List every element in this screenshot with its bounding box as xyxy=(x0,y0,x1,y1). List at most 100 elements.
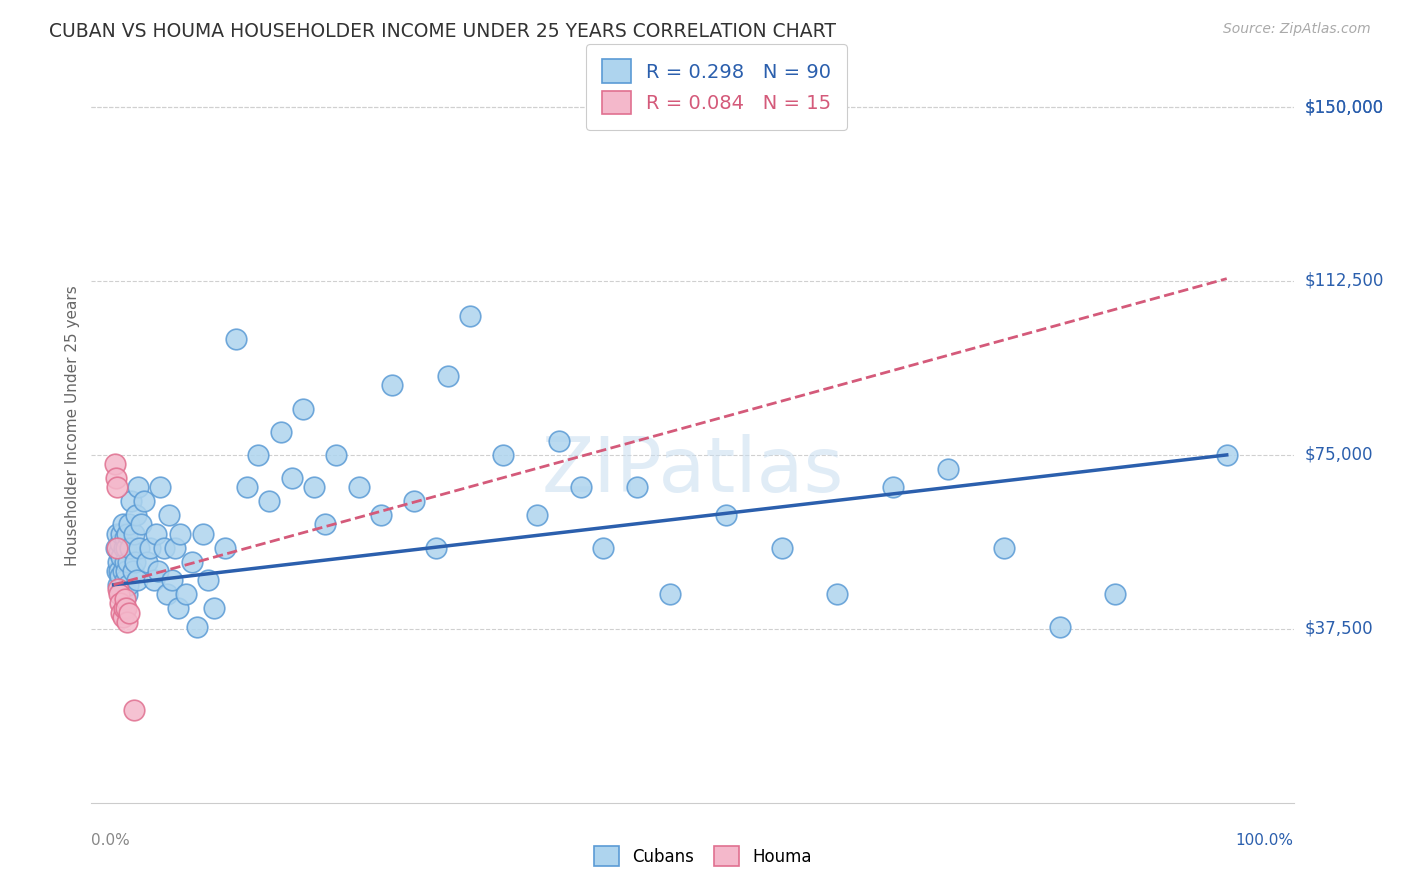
Legend: R = 0.298   N = 90, R = 0.084   N = 15: R = 0.298 N = 90, R = 0.084 N = 15 xyxy=(586,44,846,130)
Point xyxy=(492,448,515,462)
Point xyxy=(114,591,136,606)
Point xyxy=(105,564,128,578)
Point xyxy=(436,369,458,384)
Point xyxy=(169,526,191,541)
Point xyxy=(104,471,127,485)
Point xyxy=(139,541,162,555)
Point xyxy=(145,526,167,541)
Point xyxy=(592,541,614,555)
Point xyxy=(714,508,737,523)
Point xyxy=(125,573,148,587)
Point xyxy=(347,480,370,494)
Point xyxy=(107,555,129,569)
Text: $150,000: $150,000 xyxy=(1305,98,1384,116)
Point xyxy=(214,541,236,555)
Point xyxy=(280,471,302,485)
Point xyxy=(152,541,174,555)
Point xyxy=(104,457,127,471)
Point xyxy=(825,587,848,601)
Point xyxy=(659,587,682,601)
Point xyxy=(127,480,149,494)
Point xyxy=(107,582,129,597)
Point xyxy=(1049,619,1071,633)
Point xyxy=(105,526,128,541)
Point xyxy=(236,480,259,494)
Point xyxy=(404,494,426,508)
Point xyxy=(111,564,134,578)
Point xyxy=(197,573,219,587)
Text: 0.0%: 0.0% xyxy=(91,833,131,848)
Point xyxy=(247,448,270,462)
Point xyxy=(107,578,129,592)
Point xyxy=(132,494,155,508)
Point xyxy=(225,332,247,346)
Point xyxy=(110,536,132,550)
Point xyxy=(136,555,159,569)
Text: $75,000: $75,000 xyxy=(1305,446,1374,464)
Point xyxy=(118,517,141,532)
Text: $37,500: $37,500 xyxy=(1305,620,1374,638)
Text: $150,000: $150,000 xyxy=(1305,98,1384,116)
Point xyxy=(128,541,150,555)
Point xyxy=(115,601,138,615)
Point xyxy=(302,480,325,494)
Point xyxy=(163,541,186,555)
Point xyxy=(121,564,143,578)
Point xyxy=(111,517,134,532)
Point xyxy=(938,462,960,476)
Text: 100.0%: 100.0% xyxy=(1236,833,1294,848)
Point xyxy=(115,541,138,555)
Point xyxy=(105,541,128,555)
Point xyxy=(117,555,139,569)
Point xyxy=(458,309,481,323)
Point xyxy=(146,564,169,578)
Point xyxy=(115,564,138,578)
Point xyxy=(110,526,132,541)
Point xyxy=(104,541,127,555)
Point xyxy=(180,555,202,569)
Point xyxy=(110,596,132,610)
Legend: Cubans, Houma: Cubans, Houma xyxy=(586,838,820,875)
Point xyxy=(115,526,138,541)
Point xyxy=(149,480,172,494)
Point xyxy=(110,549,132,564)
Point xyxy=(111,610,134,624)
Point xyxy=(314,517,336,532)
Point xyxy=(122,526,145,541)
Point xyxy=(115,615,138,629)
Point xyxy=(202,601,225,615)
Point xyxy=(110,606,132,620)
Point xyxy=(118,606,141,620)
Point xyxy=(626,480,648,494)
Point xyxy=(124,555,146,569)
Point xyxy=(156,587,179,601)
Point xyxy=(105,480,128,494)
Point xyxy=(115,587,138,601)
Point xyxy=(526,508,548,523)
Point xyxy=(547,434,569,448)
Y-axis label: Householder Income Under 25 years: Householder Income Under 25 years xyxy=(65,285,80,566)
Point xyxy=(186,619,208,633)
Point xyxy=(108,587,131,601)
Point xyxy=(142,573,165,587)
Point xyxy=(121,494,143,508)
Point xyxy=(381,378,404,392)
Point xyxy=(167,601,190,615)
Point xyxy=(125,508,148,523)
Point xyxy=(131,517,153,532)
Point xyxy=(110,582,132,597)
Point xyxy=(770,541,793,555)
Point xyxy=(569,480,592,494)
Point xyxy=(108,545,131,559)
Point xyxy=(114,532,136,546)
Point xyxy=(259,494,281,508)
Point xyxy=(112,541,135,555)
Text: ZIPatlas: ZIPatlas xyxy=(541,434,844,508)
Point xyxy=(157,508,180,523)
Point xyxy=(291,401,314,416)
Point xyxy=(112,601,135,615)
Point xyxy=(993,541,1015,555)
Point xyxy=(160,573,183,587)
Point xyxy=(1104,587,1126,601)
Point xyxy=(122,703,145,717)
